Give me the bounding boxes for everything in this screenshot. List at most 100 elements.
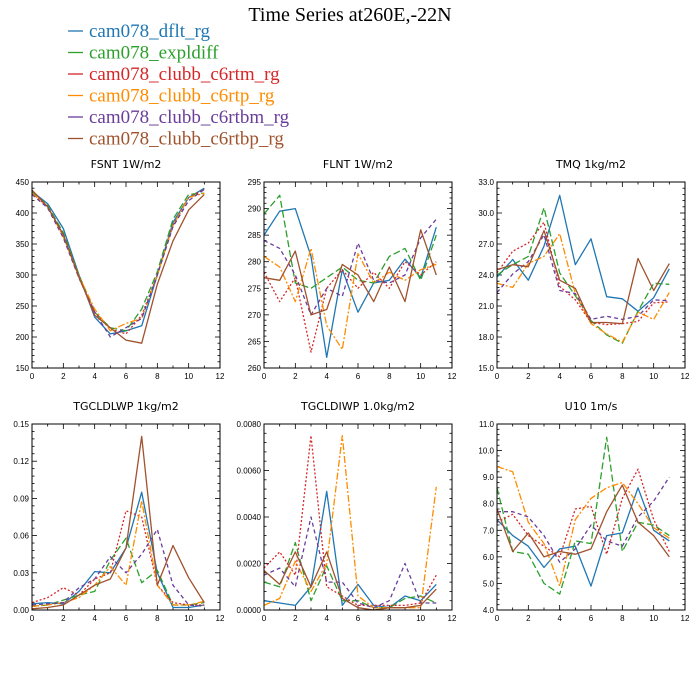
x-tick-label: 0 xyxy=(30,372,35,381)
x-tick-label: 12 xyxy=(448,372,457,381)
y-tick-label: 0.0000 xyxy=(237,606,262,615)
x-tick-label: 8 xyxy=(620,372,625,381)
x-tick-label: 2 xyxy=(61,614,66,623)
y-tick-label: 0.15 xyxy=(13,420,29,429)
series-line-cam078_clubb_c6rtp_rg xyxy=(31,192,205,332)
panel-title: TMQ 1kg/m2 xyxy=(555,158,626,171)
x-tick-label: 2 xyxy=(61,372,66,381)
series-line-cam078_dflt_rg xyxy=(496,487,670,587)
y-tick-label: 4.0 xyxy=(483,606,495,615)
plot-frame xyxy=(263,423,453,611)
series-line-cam078_clubb_c6rtm_rg xyxy=(263,434,437,607)
panel-5: TGCLDIWP 1.0kg/m2 0 2 4 6 8 10 12 0.0000 0.0020 0.… xyxy=(237,400,457,623)
y-tick-label: 270 xyxy=(248,311,262,320)
y-tick-label: 0.0060 xyxy=(237,467,262,476)
legend-label: cam078_clubb_c6rtbp_rg xyxy=(89,129,284,150)
panel-3: TMQ 1kg/m2 0 2 4 6 8 10 12 15.0 18.0 21.0 24.0 27.0 3… xyxy=(478,158,690,381)
series-line-cam078_clubb_c6rtbp_rg xyxy=(263,229,437,316)
series-line-cam078_clubb_c6rtbp_rg xyxy=(31,435,205,610)
y-tick-label: 285 xyxy=(248,231,262,240)
x-tick-label: 6 xyxy=(589,614,594,623)
series-line-cam078_clubb_c6rtbp_rg xyxy=(496,484,670,558)
legend: cam078_dflt_rgcam078_expldiffcam078_club… xyxy=(68,21,290,150)
y-tick-label: 10.0 xyxy=(478,447,494,456)
panel-4: TGCLDLWP 1kg/m2 0 2 4 6 8 10 12 0.00 0.03 0.06 0.09… xyxy=(13,400,225,623)
series-line-cam078_expldiff xyxy=(31,190,205,332)
x-tick-label: 10 xyxy=(649,372,658,381)
plot-frame xyxy=(263,181,453,369)
x-tick-label: 0 xyxy=(495,372,500,381)
y-tick-label: 9.0 xyxy=(483,473,495,482)
panel-title: FLNT 1W/m2 xyxy=(323,158,393,171)
y-tick-label: 260 xyxy=(248,364,262,373)
x-tick-label: 6 xyxy=(124,614,129,623)
y-tick-label: 350 xyxy=(16,240,30,249)
y-tick-label: 15.0 xyxy=(478,364,494,373)
x-tick-label: 0 xyxy=(495,614,500,623)
y-tick-label: 11.0 xyxy=(479,420,495,429)
series-line-cam078_clubb_c6rtp_rg xyxy=(496,465,670,587)
y-tick-label: 5.0 xyxy=(483,579,495,588)
y-tick-label: 0.09 xyxy=(13,494,29,503)
x-tick-label: 8 xyxy=(155,372,160,381)
series-line-cam078_clubb_c6rtbm_rg xyxy=(263,516,437,609)
x-tick-label: 6 xyxy=(356,372,361,381)
y-tick-label: 275 xyxy=(248,284,262,293)
x-tick-label: 10 xyxy=(184,372,193,381)
y-tick-label: 0.12 xyxy=(13,457,29,466)
y-tick-label: 7.0 xyxy=(483,526,495,535)
x-tick-label: 2 xyxy=(526,614,531,623)
panel-2: FLNT 1W/m2 0 2 4 6 8 10 12 260 265 270 275 280 285 290… xyxy=(248,158,457,381)
x-tick-label: 4 xyxy=(557,372,562,381)
x-tick-label: 10 xyxy=(416,614,425,623)
y-tick-label: 300 xyxy=(16,271,30,280)
series-line-cam078_clubb_c6rtp_rg xyxy=(496,233,670,343)
panel-title: TGCLDLWP 1kg/m2 xyxy=(72,400,178,413)
x-tick-label: 4 xyxy=(324,614,329,623)
x-tick-label: 12 xyxy=(216,372,225,381)
y-tick-label: 450 xyxy=(16,178,30,187)
x-tick-label: 6 xyxy=(589,372,594,381)
x-tick-label: 8 xyxy=(387,372,392,381)
y-tick-label: 18.0 xyxy=(478,333,494,342)
x-tick-label: 4 xyxy=(92,614,97,623)
series-line-cam078_dflt_rg xyxy=(31,187,205,335)
x-tick-label: 2 xyxy=(293,372,298,381)
series-line-cam078_clubb_c6rtbm_rg xyxy=(263,218,437,316)
x-tick-label: 0 xyxy=(30,614,35,623)
series-line-cam078_clubb_c6rtm_rg xyxy=(496,468,670,558)
y-tick-label: 24.0 xyxy=(478,271,494,280)
y-tick-label: 280 xyxy=(248,258,262,267)
x-tick-label: 10 xyxy=(184,614,193,623)
panels: FSNT 1W/m20 2 4 6 8 10 12150200250300350400450… xyxy=(13,158,690,623)
x-tick-label: 4 xyxy=(92,372,97,381)
y-tick-label: 33.0 xyxy=(478,178,494,187)
legend-label: cam078_clubb_c6rtp_rg xyxy=(89,86,275,107)
x-tick-label: 8 xyxy=(387,614,392,623)
series-line-cam078_dflt_rg xyxy=(263,207,437,359)
series-line-cam078_expldiff xyxy=(496,436,670,595)
y-tick-label: 8.0 xyxy=(483,500,495,509)
panel-title: U10 1m/s xyxy=(565,400,618,413)
legend-label: cam078_expldiff xyxy=(89,43,219,64)
x-tick-label: 8 xyxy=(620,614,625,623)
series-line-cam078_dflt_rg xyxy=(496,194,670,312)
series-line-cam078_clubb_c6rtbp_rg xyxy=(31,189,205,344)
plot-frame xyxy=(31,181,221,369)
panel-title: TGCLDIWP 1.0kg/m2 xyxy=(300,400,415,413)
series-line-cam078_clubb_c6rtbm_rg xyxy=(31,188,205,338)
y-tick-label: 150 xyxy=(16,364,30,373)
y-tick-label: 0.0040 xyxy=(237,513,262,522)
x-tick-label: 0 xyxy=(262,372,267,381)
y-tick-label: 0.0020 xyxy=(237,560,262,569)
panel-6: U10 1m/s 0 2 4 6 8 10 12 4.0 5.0 6.0 7.0 8.0 9.0 10.0 1… xyxy=(478,400,690,623)
x-tick-label: 0 xyxy=(262,614,267,623)
series-line-cam078_clubb_c6rtm_rg xyxy=(263,261,437,353)
y-tick-label: 265 xyxy=(248,337,262,346)
series-line-cam078_dflt_rg xyxy=(263,490,437,609)
x-tick-label: 6 xyxy=(124,372,129,381)
x-tick-label: 12 xyxy=(681,614,690,623)
y-tick-label: 0.0080 xyxy=(237,420,262,429)
x-tick-label: 12 xyxy=(216,614,225,623)
